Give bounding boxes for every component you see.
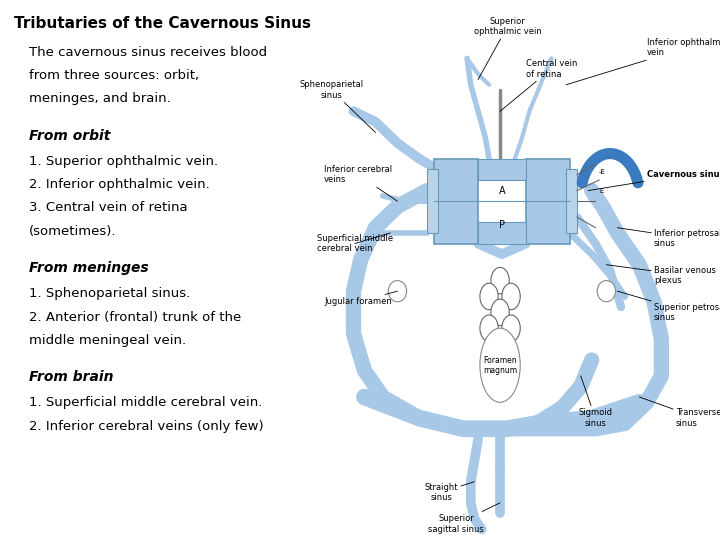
- Text: Foramen
magnum: Foramen magnum: [483, 355, 517, 375]
- Text: Sphenoparietal
sinus: Sphenoparietal sinus: [300, 80, 375, 132]
- Text: From orbit: From orbit: [29, 129, 110, 143]
- Text: Transverse
sinus: Transverse sinus: [639, 397, 720, 428]
- Text: 1. Superficial middle cerebral vein.: 1. Superficial middle cerebral vein.: [29, 396, 262, 409]
- Text: 1. Sphenoparietal sinus.: 1. Sphenoparietal sinus.: [29, 287, 190, 300]
- Text: (sometimes).: (sometimes).: [29, 225, 117, 238]
- Text: Superior
ophthalmic vein: Superior ophthalmic vein: [474, 17, 541, 79]
- FancyBboxPatch shape: [566, 170, 577, 233]
- Text: 2. Anterior (frontal) trunk of the: 2. Anterior (frontal) trunk of the: [29, 310, 241, 323]
- Text: Superficial middle
cerebral vein: Superficial middle cerebral vein: [317, 233, 393, 253]
- Text: Superior
sagittal sinus: Superior sagittal sinus: [428, 503, 500, 534]
- Text: Sigmoid
sinus: Sigmoid sinus: [578, 376, 613, 428]
- Text: -E: -E: [599, 169, 606, 175]
- FancyBboxPatch shape: [478, 222, 526, 244]
- Text: Superior petrosal
sinus: Superior petrosal sinus: [617, 291, 720, 322]
- Text: A: A: [498, 186, 505, 195]
- Text: E: E: [599, 187, 603, 194]
- Text: 1. Superior ophthalmic vein.: 1. Superior ophthalmic vein.: [29, 155, 218, 168]
- Ellipse shape: [480, 328, 521, 402]
- Text: 2. Inferior cerebral veins (only few): 2. Inferior cerebral veins (only few): [29, 420, 264, 433]
- Circle shape: [502, 315, 521, 341]
- Text: Straight
sinus: Straight sinus: [425, 482, 474, 502]
- Text: Inferior petrosal
sinus: Inferior petrosal sinus: [617, 228, 720, 248]
- FancyBboxPatch shape: [427, 170, 438, 233]
- Text: Central vein
of retina: Central vein of retina: [500, 59, 577, 111]
- Circle shape: [502, 283, 521, 309]
- Ellipse shape: [388, 281, 407, 302]
- Circle shape: [491, 299, 509, 326]
- Text: From brain: From brain: [29, 370, 113, 384]
- Circle shape: [480, 315, 498, 341]
- FancyBboxPatch shape: [434, 159, 478, 244]
- Text: 2. Inferior ophthalmic vein.: 2. Inferior ophthalmic vein.: [29, 178, 210, 191]
- Text: Inferior ophthalmic
vein: Inferior ophthalmic vein: [566, 38, 720, 85]
- Text: 3. Central vein of retina: 3. Central vein of retina: [29, 201, 187, 214]
- Text: from three sources: orbit,: from three sources: orbit,: [29, 69, 199, 82]
- FancyBboxPatch shape: [478, 159, 526, 180]
- Text: middle meningeal vein.: middle meningeal vein.: [29, 334, 186, 347]
- Text: From meninges: From meninges: [29, 261, 148, 275]
- Text: Inferior cerebral
veins: Inferior cerebral veins: [324, 165, 397, 201]
- Ellipse shape: [597, 281, 616, 302]
- Text: Tributaries of the Cavernous Sinus: Tributaries of the Cavernous Sinus: [14, 16, 311, 31]
- Text: Jugular foramen: Jugular foramen: [324, 291, 397, 306]
- Text: P: P: [499, 220, 505, 230]
- FancyBboxPatch shape: [526, 159, 570, 244]
- Circle shape: [491, 267, 509, 294]
- Circle shape: [480, 283, 498, 309]
- Text: meninges, and brain.: meninges, and brain.: [29, 92, 171, 105]
- Text: Cavernous sinus: Cavernous sinus: [588, 170, 720, 191]
- Text: The cavernous sinus receives blood: The cavernous sinus receives blood: [29, 46, 267, 59]
- Text: Basilar venous
plexus: Basilar venous plexus: [606, 265, 716, 285]
